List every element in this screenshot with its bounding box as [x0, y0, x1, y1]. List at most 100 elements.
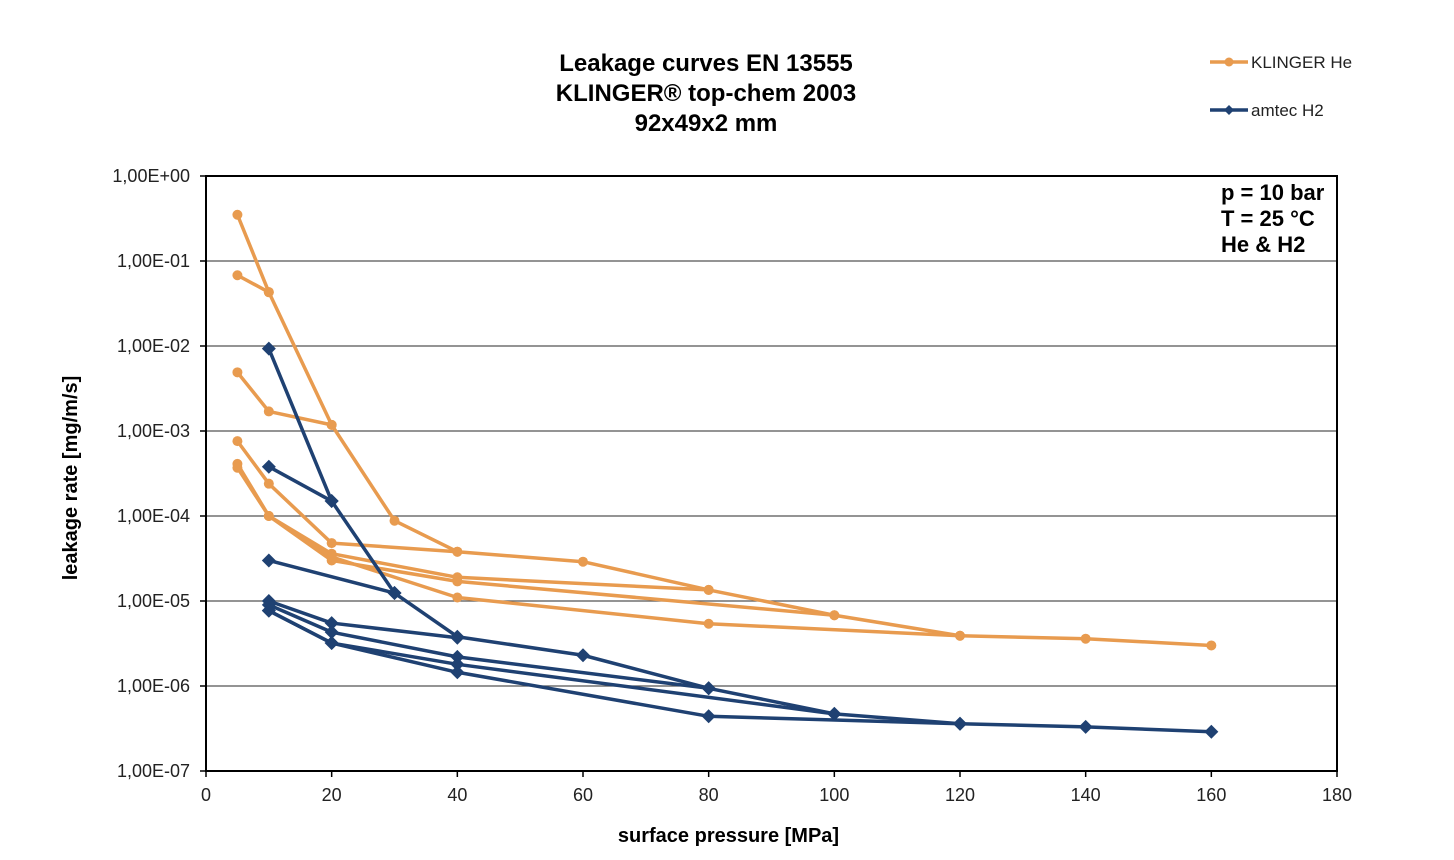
- y-tick-label: 1,00E+00: [112, 166, 190, 186]
- data-point-circle: [829, 610, 840, 621]
- axes: 1,00E+00 1,00E-01 1,00E-02 1,00E-03 1,00E-04…: [60, 166, 1352, 847]
- legend: KLINGER He amtec H2: [1210, 53, 1352, 120]
- data-point-diamond: [450, 665, 465, 680]
- data-point-diamond: [450, 657, 465, 672]
- legend-marker: [1224, 105, 1234, 115]
- data-point-circle: [955, 630, 965, 641]
- data-point-circle: [703, 584, 714, 595]
- data-point-circle: [263, 406, 274, 417]
- data-point-diamond: [324, 616, 339, 631]
- legend-item: KLINGER He: [1210, 53, 1352, 72]
- data-point-diamond: [324, 494, 339, 509]
- data-point-diamond: [1204, 724, 1219, 739]
- data-point-diamond: [701, 681, 716, 696]
- y-tick-label: 1,00E-07: [117, 761, 190, 781]
- title-line: KLINGER® top-chem 2003: [556, 80, 856, 107]
- x-tick-label: 120: [945, 785, 975, 805]
- data-point-circle: [326, 538, 337, 549]
- x-axis-label: surface pressure [MPa]: [618, 825, 839, 847]
- y-tick-label: 1,00E-04: [117, 506, 190, 526]
- x-tick-label: 20: [322, 785, 342, 805]
- series-line: [236, 440, 458, 554]
- data-point-diamond: [576, 648, 590, 663]
- data-point-circle: [452, 546, 463, 557]
- data-point-diamond: [261, 603, 276, 618]
- data-point-circle: [232, 367, 243, 378]
- data-point-diamond: [387, 586, 402, 601]
- plot-frame: [205, 175, 1338, 772]
- series-amtec-h2: [261, 603, 967, 731]
- data-point-circle: [1080, 633, 1091, 644]
- series-line: [268, 599, 458, 640]
- data-point-circle: [263, 478, 274, 489]
- x-tick-label: 80: [699, 785, 719, 805]
- series-line: [268, 603, 709, 691]
- data-point-diamond: [1078, 719, 1093, 734]
- y-axis-label: leakage rate [mg/m/s]: [60, 376, 82, 581]
- data-point-circle: [263, 511, 274, 521]
- y-tick-label: 1,00E-02: [117, 336, 190, 356]
- legend-marker: [1224, 57, 1234, 67]
- y-tick-label: 1,00E-06: [117, 676, 190, 696]
- series-amtec-h2: [261, 553, 402, 601]
- data-point-diamond: [953, 716, 967, 731]
- x-tick-label: 160: [1196, 785, 1226, 805]
- data-point-circle: [232, 270, 243, 281]
- series-line: [267, 348, 1212, 734]
- data-point-circle: [263, 287, 274, 298]
- x-tick-label: 100: [819, 785, 849, 805]
- x-tick-label: 180: [1322, 785, 1352, 805]
- data-point-circle: [1206, 640, 1217, 651]
- data-point-diamond: [261, 459, 276, 474]
- x-tick-label: 0: [201, 785, 211, 805]
- legend-item: amtec H2: [1210, 101, 1324, 120]
- legend-label: KLINGER He: [1251, 53, 1352, 72]
- annotation-line: He & H2: [1221, 232, 1305, 257]
- data-point-circle: [326, 551, 337, 562]
- title-line: Leakage curves EN 13555: [559, 50, 853, 77]
- series-klinger-he: [232, 436, 463, 557]
- data-point-circle: [389, 515, 400, 526]
- x-tick-label: 140: [1071, 785, 1101, 805]
- data-point-diamond: [324, 636, 339, 651]
- series-amtec-h2: [261, 603, 842, 721]
- y-tick-label: 1,00E-03: [117, 421, 190, 441]
- data-point-circle: [703, 618, 714, 629]
- data-point-circle: [578, 556, 588, 567]
- annotation-line: p = 10 bar: [1221, 180, 1325, 205]
- title-line: 92x49x2 mm: [635, 110, 778, 137]
- data-point-circle: [232, 209, 243, 220]
- data-point-circle: [452, 592, 463, 603]
- series-klinger-he: [232, 367, 337, 430]
- data-point-circle: [326, 419, 337, 430]
- series-line: [235, 214, 1212, 648]
- data-point-diamond: [701, 709, 716, 724]
- x-tick-label: 60: [573, 785, 593, 805]
- data-point-circle: [232, 462, 243, 473]
- y-tick-label: 1,00E-05: [117, 591, 190, 611]
- series-line: [267, 465, 333, 503]
- series-klinger-he: [232, 270, 274, 298]
- series-klinger-he: [232, 209, 1217, 651]
- legend-label: amtec H2: [1251, 101, 1324, 120]
- data-point-diamond: [827, 706, 842, 721]
- series-line: [268, 558, 395, 595]
- series-amtec-h2: [261, 459, 339, 509]
- data-point-circle: [452, 576, 463, 587]
- data-point-diamond: [450, 630, 465, 645]
- data-point-diamond: [261, 553, 276, 568]
- series-klinger-he: [263, 511, 965, 641]
- x-tick-label: 40: [447, 785, 467, 805]
- chart-title: Leakage curves EN 13555 KLINGER® top-chem…: [556, 50, 856, 137]
- series-line: [236, 273, 270, 294]
- data-point-diamond: [261, 341, 276, 356]
- gridlines: [206, 260, 1337, 687]
- series-amtec-h2: [261, 341, 1219, 739]
- data-point-circle: [232, 436, 243, 447]
- annotation-line: T = 25 °C: [1221, 206, 1315, 231]
- series-layer: [232, 209, 1219, 739]
- data-point-diamond: [450, 649, 465, 664]
